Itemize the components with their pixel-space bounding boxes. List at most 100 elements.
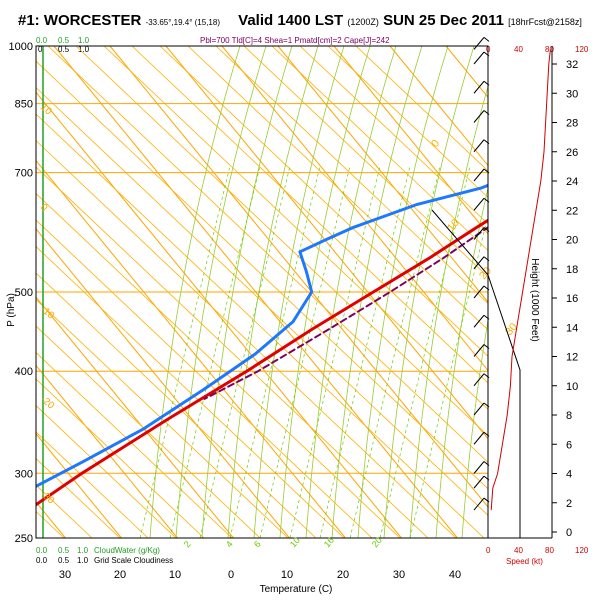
mixing-ratio-line xyxy=(139,165,231,538)
wind-barb-flag xyxy=(483,344,490,349)
wind-barb xyxy=(473,461,485,474)
cloud-water-title: CloudWater (g/Kg) xyxy=(94,546,160,555)
pressure-tick-label: 400 xyxy=(15,366,33,378)
cloud-scale-top-2: 1.0 xyxy=(78,36,90,45)
mixing-ratio-line xyxy=(169,165,261,538)
height-tick-label: 14 xyxy=(566,322,578,334)
dry-adiabat-label: 10 xyxy=(445,217,462,234)
dry-adiabat-line xyxy=(299,46,488,225)
mixing-ratio-line xyxy=(259,165,351,538)
grid-scale-bottom-0: 0.0 xyxy=(36,556,48,565)
mixing-ratio-label: 6 xyxy=(252,539,263,549)
height-tick-label: 22 xyxy=(566,205,578,217)
moist-adiabat-line xyxy=(331,46,423,538)
height-axis-label: Height (1000 Feet) xyxy=(529,258,540,341)
isotherm-line xyxy=(36,228,290,538)
grid-scale-title: Grid Scale Cloudiness xyxy=(94,556,174,565)
moist-adiabat-line xyxy=(409,85,488,538)
moist-adiabat-line xyxy=(201,46,293,538)
wind-barb xyxy=(473,139,485,153)
isotherm-line xyxy=(36,296,234,538)
mixing-ratio-line xyxy=(289,165,381,538)
dry-adiabat-line xyxy=(47,46,488,463)
pressure-tick-label: 1000 xyxy=(9,41,33,53)
height-tick-label: 30 xyxy=(566,88,578,100)
station-coords: -33.65°,19.4° (15,18) xyxy=(145,18,220,27)
station-name: #1: WORCESTER xyxy=(18,12,142,29)
wind-barb-flag xyxy=(483,314,490,320)
wind-barb-flag xyxy=(483,80,490,86)
isotherm-line xyxy=(36,433,122,538)
temperature-tick-label: 30 xyxy=(59,569,71,581)
temperature-tick-label: 10 xyxy=(281,569,293,581)
speed-top-120: 120 xyxy=(575,45,589,54)
dry-adiabat-line xyxy=(75,46,488,437)
height-tick-label: 2 xyxy=(566,498,572,510)
y-axis-label: P (hPa) xyxy=(6,293,17,327)
dry-adiabat-line xyxy=(355,46,488,172)
moist-adiabat-line xyxy=(383,46,475,538)
pressure-tick-label: 850 xyxy=(15,99,33,111)
dry-adiabat-line xyxy=(103,46,488,410)
mixing-ratio-label: 20 xyxy=(370,535,384,549)
height-tick-label: 18 xyxy=(566,264,578,276)
dry-adiabat-line xyxy=(36,246,345,538)
dry-adiabat-line xyxy=(36,60,488,490)
mixing-ratio-label: 4 xyxy=(224,539,235,549)
dry-adiabat-label: 20 xyxy=(477,265,494,282)
dry-adiabat-line xyxy=(36,219,373,538)
temperature-tick-label: 0 xyxy=(228,569,234,581)
wind-barb xyxy=(473,402,485,416)
panel-boundary-line xyxy=(431,209,521,538)
dry-adiabat-line xyxy=(36,431,149,538)
temperature-tick-label: 20 xyxy=(337,569,349,581)
wind-barb-flag xyxy=(483,431,490,437)
isotherm-label: -20 xyxy=(38,394,56,412)
dry-adiabat-line xyxy=(36,87,488,516)
isotherm-label: 0 xyxy=(38,202,50,214)
wind-barb xyxy=(473,227,485,240)
mixing-ratio-line xyxy=(349,165,441,538)
temperature-tick-label: 40 xyxy=(449,569,461,581)
speed-top-80: 80 xyxy=(545,45,554,54)
wind-barb-flag xyxy=(483,285,490,291)
pressure-tick-label: 700 xyxy=(15,168,33,180)
isotherm-line xyxy=(277,46,488,303)
pressure-tick-label: 250 xyxy=(15,533,33,545)
moist-adiabat-line xyxy=(461,318,488,538)
sounding-series xyxy=(36,183,488,507)
wind-barb-flag xyxy=(483,497,490,503)
wind-barb-flag xyxy=(483,51,490,57)
mixing-ratio-line xyxy=(319,165,411,538)
mixing-ratio-line xyxy=(379,165,471,538)
valid-date: SUN 25 Dec 2011 xyxy=(383,12,504,29)
temperature-profile xyxy=(36,218,488,507)
height-tick-label: 16 xyxy=(566,293,578,305)
isotherm-line xyxy=(53,46,458,538)
dry-adiabat-line xyxy=(327,46,488,198)
wind-barb xyxy=(473,285,485,299)
temperature-tick-label: 20 xyxy=(114,569,126,581)
isotherm-line xyxy=(36,159,346,538)
grid-scale-top-1: 0.5 xyxy=(58,45,70,54)
background-grid xyxy=(36,46,488,538)
dry-adiabat-line xyxy=(36,166,429,538)
wind-barb-flag xyxy=(483,168,490,174)
dry-adiabat-line xyxy=(36,404,177,538)
mixing-ratio-label: 16 xyxy=(322,535,336,549)
mixing-ratio-label: 2 xyxy=(182,539,193,549)
dry-adiabat-label: 0 xyxy=(429,138,442,150)
grid-scale-bottom-2: 1.0 xyxy=(77,556,89,565)
wind-barb xyxy=(473,197,485,211)
wind-barb xyxy=(473,256,485,270)
dry-adiabat-line xyxy=(243,46,488,278)
moist-adiabat-line xyxy=(227,46,319,538)
moist-adiabat-line xyxy=(175,46,267,538)
height-tick-label: 8 xyxy=(566,410,572,422)
wind-barb-flag xyxy=(483,256,490,262)
x-axis-label: Temperature (C) xyxy=(260,584,333,595)
stability-indices: Pbl=700 Tld[C]=4 Shea=1 Pmatd[cm]=2 Cape… xyxy=(200,36,390,45)
height-tick-label: 20 xyxy=(566,235,578,247)
temperature-tick-label: 10 xyxy=(169,569,181,581)
